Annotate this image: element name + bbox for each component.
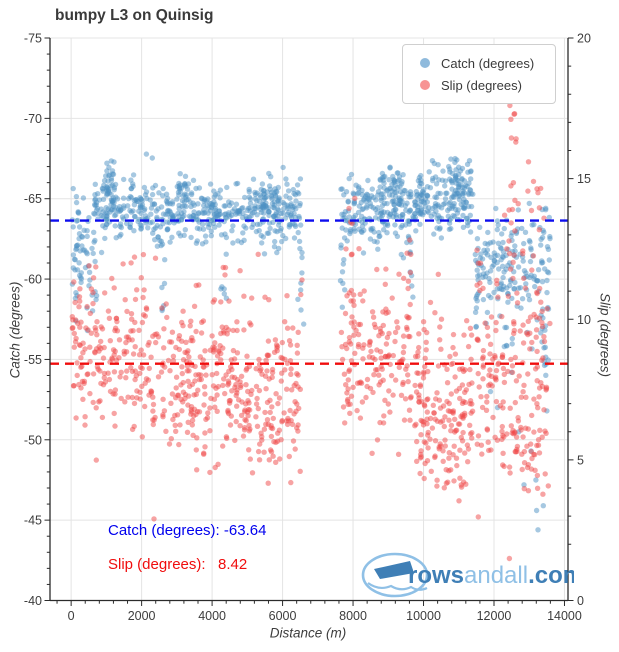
catch-marker-icon [420,58,430,68]
x-tick-label: 10000 [406,609,441,623]
chart-title: bumpy L3 on Quinsig [55,7,214,24]
left-y-tick-label: -65 [24,192,42,206]
logo-text-com: .com [528,562,574,589]
x-tick-label: 4000 [198,609,226,623]
legend-item-catch: Catch (degrees) [403,56,555,71]
catch-mean-annotation: Catch (degrees): -63.64 [108,522,267,539]
left-y-tick-label: -60 [24,273,42,287]
right-y-tick-label: 10 [577,313,591,327]
x-axis-label: Distance (m) [269,625,347,641]
x-tick-label: 14000 [547,609,582,623]
right-y-tick-label: 20 [577,32,591,46]
svg-text:rowsandall.com: rowsandall.com [408,562,574,589]
logo-text-rows: rows [408,562,464,589]
axis-ticks [44,37,574,606]
left-y-tick-label: -40 [24,594,42,608]
x-tick-label: 6000 [269,609,297,623]
catch-points [69,151,553,533]
slip-marker-icon [420,80,430,90]
left-y-tick-label: -50 [24,433,42,447]
legend-item-slip: Slip (degrees) [403,78,555,93]
right-y-axis-label: Slip (degrees) [597,292,613,378]
x-tick-label: 12000 [477,609,512,623]
right-y-tick-label: 15 [577,172,591,186]
logo-wave-icon [367,582,428,591]
left-y-tick-label: -75 [24,32,42,46]
slip-mean-annotation: Slip (degrees): 8.42 [108,556,248,573]
slip-points [69,102,553,562]
logo-boat-hull-icon [374,561,414,579]
legend: Catch (degrees) Slip (degrees) [402,44,556,104]
left-y-tick-label: -45 [24,514,42,528]
legend-label-slip: Slip (degrees) [441,77,522,93]
right-y-tick-label: 0 [577,594,584,608]
left-y-axis-label: Catch (degrees) [7,281,23,379]
right-y-tick-label: 5 [577,453,584,467]
x-tick-label: 2000 [128,609,156,623]
left-y-tick-label: -55 [24,353,42,367]
left-y-tick-label: -70 [24,112,42,126]
x-tick-label: 8000 [339,609,367,623]
legend-label-catch: Catch (degrees) [441,55,535,71]
x-tick-label: 0 [68,609,75,623]
rowsandall-logo[interactable]: rowsandall.com [358,548,574,602]
logo-text-andall: andall [464,562,528,589]
tick-labels: 0 2000 4000 6000 8000 10000 12000 14000 -75 -70 -6… [24,32,591,624]
logo-boat-circle-icon [361,552,429,598]
